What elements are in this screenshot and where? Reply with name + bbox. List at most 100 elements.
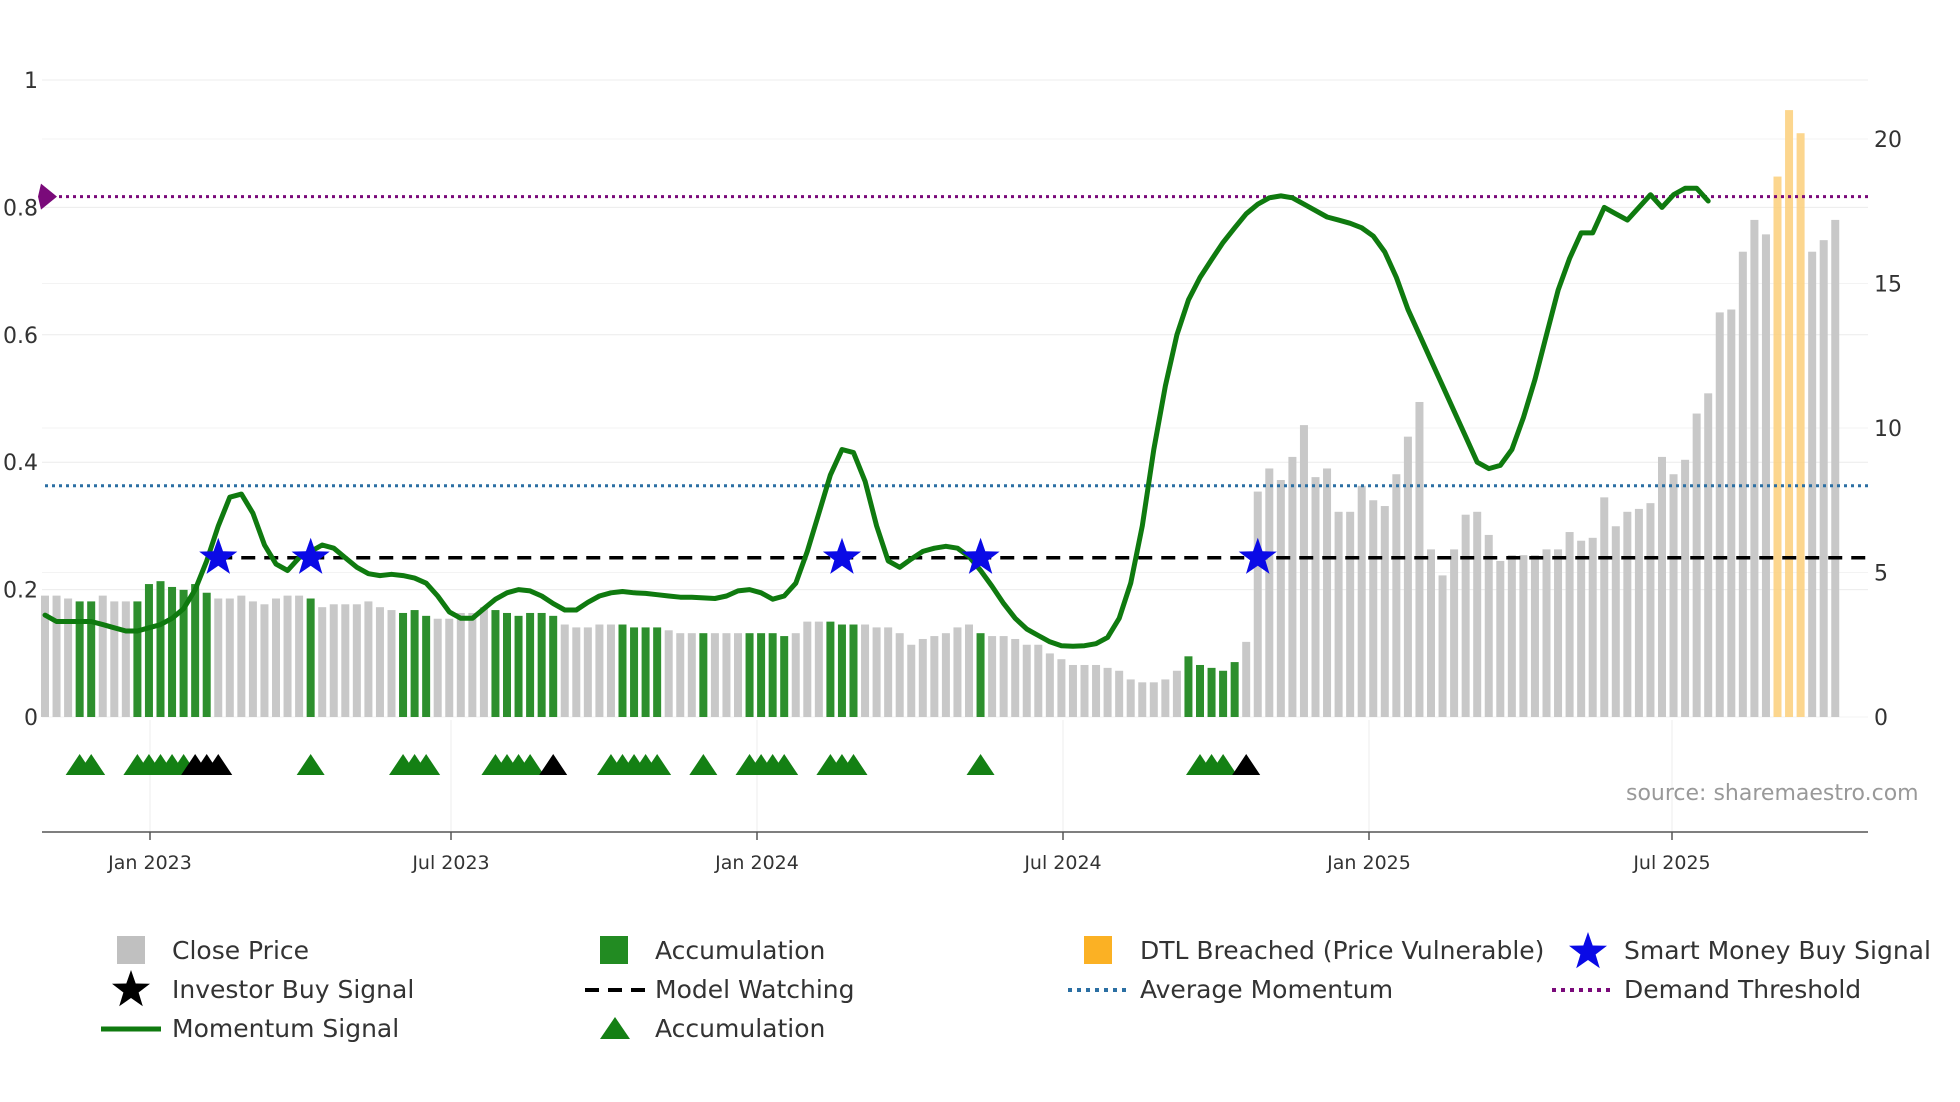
price-bar-grey <box>1323 468 1332 717</box>
price-bar-grey <box>110 601 119 717</box>
price-bar-grey <box>1761 234 1770 717</box>
price-bar-orange <box>1796 133 1805 718</box>
price-bar-green <box>768 633 777 717</box>
price-bar-grey <box>52 595 61 717</box>
price-bar-grey <box>1011 638 1020 717</box>
legend-star-investor-buy-icon <box>112 970 150 1007</box>
price-bar-grey <box>907 644 916 717</box>
price-bar-grey <box>953 627 962 717</box>
signal-markers <box>65 537 1277 775</box>
x-tick-label: Jul 2024 <box>1023 852 1101 874</box>
left-tick-label: 0.6 <box>3 324 38 349</box>
price-bar-grey <box>583 627 592 717</box>
accumulation-triangle <box>770 754 799 775</box>
price-bar-grey <box>433 618 442 717</box>
legend-label-investor-buy: Investor Buy Signal <box>172 975 414 1004</box>
source-label: source: sharemaestro.com <box>1626 781 1919 806</box>
price-bar-grey <box>468 612 477 717</box>
price-bar-grey <box>1299 425 1308 717</box>
price-bar-green <box>549 615 558 717</box>
price-bar-grey <box>1658 456 1666 717</box>
price-bar-green <box>826 621 835 717</box>
price-bar-grey <box>272 598 280 717</box>
price-bar-grey <box>560 624 569 717</box>
price-bar-grey <box>1161 679 1170 717</box>
accumulation-triangle <box>77 754 106 775</box>
price-bars <box>41 110 1840 718</box>
price-bar-grey <box>1542 549 1551 717</box>
price-bar-grey <box>364 601 373 717</box>
price-bar-grey <box>791 633 800 717</box>
price-bar-green <box>156 581 165 717</box>
price-bar-grey <box>1519 555 1528 717</box>
price-bar-grey <box>1392 474 1401 717</box>
price-bar-grey <box>595 624 604 717</box>
smart-money-buy-star <box>291 537 330 574</box>
price-bar-grey <box>930 636 939 717</box>
price-bar-grey <box>1808 251 1817 717</box>
price-bar-grey <box>1045 653 1054 717</box>
price-bar-grey <box>329 604 338 717</box>
price-bar-green <box>757 633 766 717</box>
price-bar-green <box>699 633 708 717</box>
price-bar-green <box>202 592 211 717</box>
price-bar-grey <box>687 633 696 717</box>
price-bar-green <box>133 601 142 717</box>
price-bar-grey <box>445 618 454 717</box>
price-bar-grey <box>814 621 823 717</box>
price-bar-grey <box>1692 413 1701 717</box>
price-bar-grey <box>1727 309 1736 717</box>
x-axis-ticks: Jan 2023 Jul 2023 Jan 2024 Jul 2024 Jan 2025… <box>107 832 1711 874</box>
price-bar-grey <box>895 633 904 717</box>
price-bar-grey <box>248 601 257 717</box>
investor-buy-triangle <box>204 754 233 775</box>
price-bar-grey <box>121 601 130 717</box>
price-bar-green <box>1219 670 1228 717</box>
price-bar-grey <box>1242 641 1251 717</box>
right-y-axis-ticks: 0 5 10 15 20 <box>1874 128 1902 731</box>
price-bar-grey <box>1611 526 1620 717</box>
demand-threshold-marker <box>38 183 57 210</box>
right-tick-label: 10 <box>1874 417 1902 442</box>
x-tick-label: Jan 2023 <box>107 852 192 874</box>
price-bar-grey <box>260 604 269 717</box>
price-bar-grey <box>1461 514 1470 717</box>
smart-money-buy-star <box>1238 537 1277 574</box>
price-bar-green <box>1230 662 1239 717</box>
price-bar-grey <box>295 595 304 717</box>
price-bar-grey <box>1738 251 1747 717</box>
price-bar-green <box>87 601 96 717</box>
price-bar-grey <box>572 627 581 717</box>
price-bar-grey <box>1819 240 1828 717</box>
accumulation-triangle <box>689 754 718 775</box>
price-bar-grey <box>1068 664 1077 717</box>
price-bar-grey <box>1369 500 1378 717</box>
price-bar-grey <box>283 595 292 717</box>
left-tick-label: 1 <box>24 69 38 94</box>
legend-label-average-momentum: Average Momentum <box>1140 975 1393 1004</box>
price-bar-grey <box>1380 506 1389 717</box>
price-bar-green <box>191 584 200 717</box>
price-bar-grey <box>941 633 950 717</box>
x-tick-label: Jan 2024 <box>714 852 799 874</box>
smart-money-buy-star <box>822 537 861 574</box>
price-bar-grey <box>1530 555 1539 717</box>
legend-label-demand-threshold: Demand Threshold <box>1624 975 1861 1004</box>
price-bar-green <box>537 612 546 717</box>
legend: Close Price Accumulation DTL Breached (P… <box>101 932 1931 1043</box>
price-bar-green <box>780 636 789 717</box>
legend-swatch-close-price <box>117 936 145 964</box>
price-bar-grey <box>664 630 673 717</box>
price-bar-grey <box>1334 511 1343 717</box>
price-bar-grey <box>1149 682 1158 717</box>
price-bar-grey <box>1704 393 1713 717</box>
price-bar-green <box>653 627 662 717</box>
price-bar-grey <box>1484 534 1493 717</box>
price-bar-grey <box>1646 503 1655 717</box>
price-bar-green <box>1184 656 1193 717</box>
price-bar-green <box>641 627 650 717</box>
price-bar-grey <box>318 607 327 717</box>
price-bar-grey <box>225 598 234 717</box>
price-bar-grey <box>722 633 731 717</box>
right-tick-label: 5 <box>1874 562 1888 587</box>
